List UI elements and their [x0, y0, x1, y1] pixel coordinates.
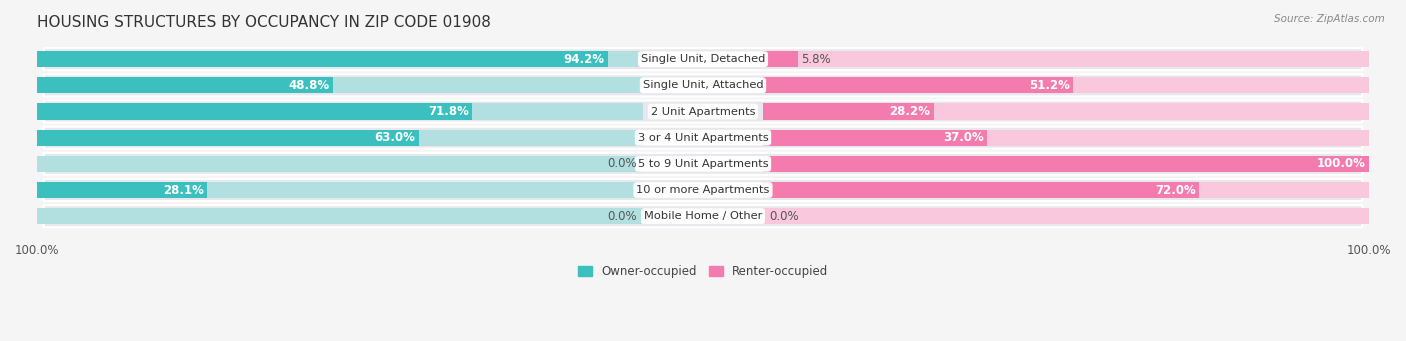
Bar: [763, 51, 1369, 67]
Bar: [763, 51, 799, 67]
Bar: [763, 156, 1369, 172]
Text: 100.0%: 100.0%: [1316, 157, 1365, 170]
FancyBboxPatch shape: [44, 74, 1362, 97]
Text: 10 or more Apartments: 10 or more Apartments: [637, 185, 769, 195]
FancyBboxPatch shape: [44, 205, 1362, 227]
FancyBboxPatch shape: [44, 127, 1362, 149]
Text: Single Unit, Attached: Single Unit, Attached: [643, 80, 763, 90]
Bar: [763, 182, 1369, 198]
FancyBboxPatch shape: [44, 179, 1362, 201]
Bar: [763, 130, 987, 146]
Text: 94.2%: 94.2%: [564, 53, 605, 66]
Text: 28.2%: 28.2%: [890, 105, 931, 118]
Bar: [37, 77, 643, 93]
Text: 71.8%: 71.8%: [427, 105, 470, 118]
Bar: [763, 130, 1369, 146]
Bar: [763, 208, 1369, 224]
Bar: [763, 103, 1369, 120]
Bar: [37, 103, 472, 120]
Bar: [763, 77, 1369, 93]
Text: HOUSING STRUCTURES BY OCCUPANCY IN ZIP CODE 01908: HOUSING STRUCTURES BY OCCUPANCY IN ZIP C…: [37, 15, 491, 30]
Text: 37.0%: 37.0%: [943, 131, 984, 144]
Bar: [37, 51, 607, 67]
Text: Single Unit, Detached: Single Unit, Detached: [641, 54, 765, 64]
Text: 51.2%: 51.2%: [1029, 79, 1070, 92]
FancyBboxPatch shape: [44, 101, 1362, 122]
Bar: [763, 182, 1199, 198]
Bar: [763, 77, 1073, 93]
Text: 28.1%: 28.1%: [163, 183, 204, 196]
Text: 3 or 4 Unit Apartments: 3 or 4 Unit Apartments: [638, 133, 768, 143]
Text: 48.8%: 48.8%: [288, 79, 329, 92]
Text: Source: ZipAtlas.com: Source: ZipAtlas.com: [1274, 14, 1385, 24]
Legend: Owner-occupied, Renter-occupied: Owner-occupied, Renter-occupied: [572, 261, 834, 283]
Bar: [37, 51, 643, 67]
Bar: [37, 130, 419, 146]
Bar: [763, 103, 934, 120]
Bar: [37, 182, 208, 198]
Text: 5 to 9 Unit Apartments: 5 to 9 Unit Apartments: [638, 159, 768, 169]
Text: 0.0%: 0.0%: [607, 210, 637, 223]
Text: 2 Unit Apartments: 2 Unit Apartments: [651, 106, 755, 117]
Text: 5.8%: 5.8%: [801, 53, 831, 66]
Text: 72.0%: 72.0%: [1156, 183, 1195, 196]
FancyBboxPatch shape: [44, 153, 1362, 175]
Bar: [37, 130, 643, 146]
Bar: [763, 156, 1369, 172]
Text: 63.0%: 63.0%: [375, 131, 416, 144]
Bar: [37, 77, 333, 93]
Bar: [37, 156, 643, 172]
FancyBboxPatch shape: [44, 48, 1362, 70]
Bar: [37, 103, 643, 120]
Text: Mobile Home / Other: Mobile Home / Other: [644, 211, 762, 221]
Text: 0.0%: 0.0%: [769, 210, 799, 223]
Bar: [37, 208, 643, 224]
Text: 0.0%: 0.0%: [607, 157, 637, 170]
Bar: [37, 182, 643, 198]
